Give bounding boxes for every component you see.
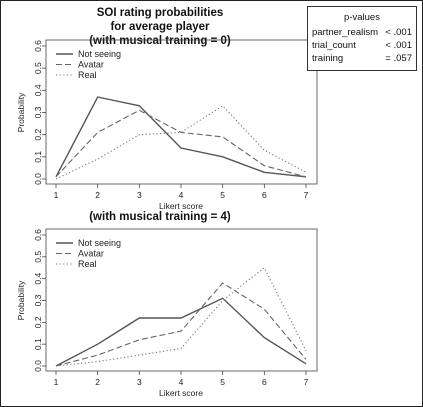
series-line-avatar [55,109,307,178]
p-values-box: p-values partner_realism < .001 trial_co… [307,6,417,71]
y-tick-label: 0.3 [33,106,43,118]
legend-label-avatar: Avatar [78,249,104,259]
series-line-not-seeing [55,297,307,367]
x-axis-label: Likert score [159,388,203,398]
p-value-value: = .057 [385,53,412,64]
p-value-name: training [312,53,344,64]
y-tick-label: 0.1 [33,338,43,350]
p-value-value: < .001 [385,27,412,38]
y-tick-label: 0.3 [33,294,43,306]
x-tick-label: 1 [54,190,59,200]
p-value-value: < .001 [385,40,412,51]
x-tick-label: 1 [54,377,59,387]
x-tick-label: 4 [179,190,184,200]
y-tick-label: 0.5 [33,62,43,74]
x-tick-label: 5 [220,190,225,200]
plot-box [45,228,318,372]
y-axis-label: Probability [16,280,26,320]
y-tick-label: 0.5 [33,251,43,263]
y-tick-label: 0.6 [33,229,43,241]
legend-label-real: Real [78,259,97,269]
plot-box [45,39,318,185]
x-tick-label: 7 [304,377,309,387]
y-tick-label: 0.1 [33,151,43,163]
legend-label-not-seeing: Not seeing [78,49,121,59]
series-line-real [55,105,307,180]
y-axis-label: Probability [16,92,26,132]
series-line-not-seeing [55,96,307,178]
p-values-row: training = .057 [312,53,412,65]
x-tick-label: 4 [179,377,184,387]
p-values-row: partner_realism < .001 [312,27,412,39]
chart-title: (with musical training = 0) [89,35,231,47]
y-tick-label: 0.4 [33,84,43,96]
x-tick-label: 2 [95,377,100,387]
legend-label-real: Real [78,70,97,80]
x-tick-label: 3 [137,190,142,200]
chart-panel-top: (with musical training = 0) 0.0 0.1 0.2 0.3 0… [16,35,318,211]
series-line-avatar [55,282,307,367]
y-tick-label: 0.4 [33,272,43,284]
y-tick-label: 0.6 [33,40,43,52]
y-tick-label: 0.0 [33,360,43,372]
x-tick-label: 6 [262,190,267,200]
figure-title-line-1: SOI rating probabilities [97,7,224,19]
p-value-name: trial_count [312,40,356,51]
series-line-real [55,266,307,367]
y-tick-label: 0.2 [33,128,43,140]
x-tick-label: 3 [137,377,142,387]
x-tick-label: 7 [304,190,309,200]
x-tick-label: 5 [220,377,225,387]
p-value-name: partner_realism [312,27,378,38]
x-tick-label: 2 [95,190,100,200]
x-axis-label: Likert score [159,201,203,211]
y-tick-label: 0.2 [33,316,43,328]
chart-panel-bottom: (with musical training = 4) 0.0 0.1 0.2 0.3 0… [16,211,318,398]
legend-label-avatar: Avatar [78,60,104,70]
figure-title-line-2: for average player [110,21,210,33]
x-tick-label: 6 [262,377,267,387]
p-values-title: p-values [344,12,380,23]
p-values-row: trial_count < .001 [312,40,412,52]
chart-title: (with musical training = 4) [89,211,231,223]
y-tick-label: 0.0 [33,173,43,185]
legend-label-not-seeing: Not seeing [78,238,121,248]
